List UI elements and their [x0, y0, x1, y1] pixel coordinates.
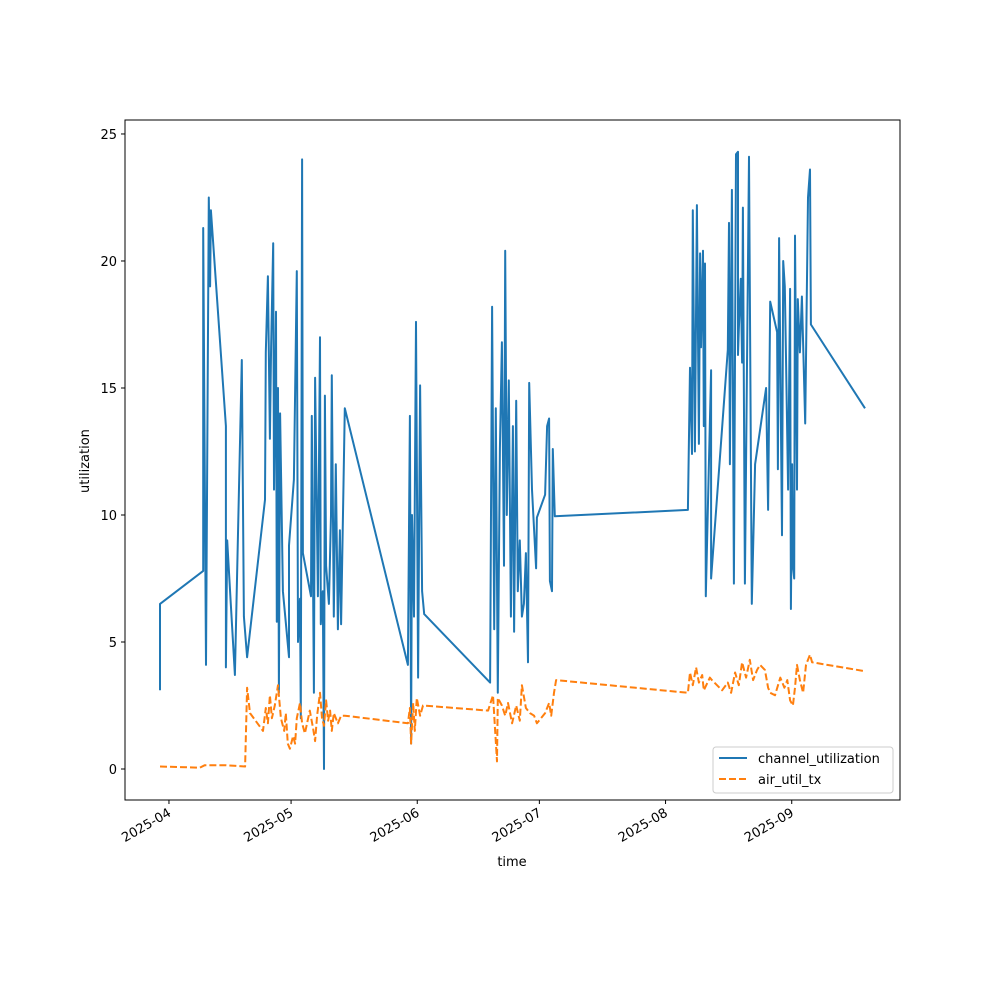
legend-box [712, 746, 894, 794]
y-axis: 0 5 10 15 20 25 [100, 128, 125, 778]
y-tick-label: 15 [100, 382, 117, 397]
y-tick-label: 0 [109, 763, 117, 778]
x-axis-label: time [497, 855, 526, 870]
legend: channel_utilization air_util_tx [712, 746, 894, 794]
plot-lines [159, 150, 866, 770]
y-axis-label: utilization [78, 429, 93, 493]
y-tick-label: 10 [100, 509, 117, 524]
axes-frame [124, 119, 901, 801]
y-tick-label: 25 [100, 128, 117, 143]
legend-label-channel-utilization: channel_utilization [758, 752, 880, 767]
y-tick-label: 20 [100, 255, 117, 270]
series-line-air-util-tx [159, 653, 866, 769]
y-tick-label: 5 [109, 636, 117, 651]
legend-label-air-util-tx: air_util_tx [758, 773, 822, 788]
